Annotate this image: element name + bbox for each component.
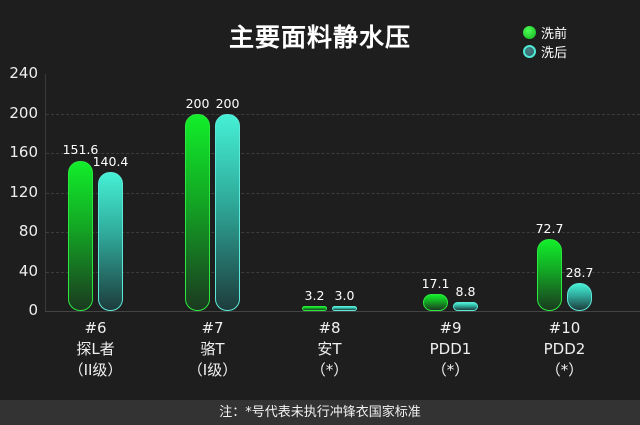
legend-dot-icon <box>523 45 536 58</box>
chart-title: 主要面料静水压 <box>228 23 411 52</box>
category-name: 骆T <box>200 340 225 358</box>
bar-before-2 <box>185 113 210 311</box>
value-label: 151.6 <box>62 142 99 158</box>
y-tick-label: 0 <box>28 301 38 319</box>
category-id: #10 <box>548 319 581 337</box>
category-label-5: #10 PDD2 （*） <box>510 318 620 381</box>
y-tick-label: 120 <box>9 182 38 201</box>
bar-after-1 <box>98 172 123 311</box>
gridline <box>46 271 640 273</box>
category-name: 探L者 <box>76 340 115 358</box>
legend-label-before: 洗前 <box>541 27 568 42</box>
footnote: 注：*号代表未执行冲锋衣国家标准 <box>0 400 640 425</box>
y-tick-label: 80 <box>18 222 38 240</box>
bar-after-2 <box>215 113 240 311</box>
y-tick-label: 160 <box>9 143 38 161</box>
y-tick-label: 240 <box>9 64 38 82</box>
y-tick-label: 40 <box>18 261 38 280</box>
bar-before-4 <box>423 294 448 311</box>
category-name: PDD1 <box>429 340 472 358</box>
value-label: 28.7 <box>565 264 594 280</box>
y-tick-label: 200 <box>9 103 38 122</box>
value-label: 17.1 <box>421 276 450 292</box>
legend-label-after: 洗后 <box>541 46 568 61</box>
category-label-4: #9 PDD1 （*） <box>396 318 506 381</box>
category-grade: （*） <box>545 361 584 379</box>
category-label-1: #6 探L者 （II级） <box>41 318 151 381</box>
legend: 洗前 洗后 <box>523 23 567 61</box>
value-label: 3.2 <box>304 288 325 303</box>
legend-dot-icon <box>523 26 536 39</box>
y-axis-line <box>45 74 46 311</box>
category-grade: （*） <box>310 361 349 379</box>
category-label-2: #7 骆T （I级） <box>158 318 268 381</box>
category-id: #8 <box>318 319 341 337</box>
category-id: #7 <box>201 319 224 337</box>
value-label: 200 <box>185 95 210 111</box>
value-label: 72.7 <box>535 221 564 237</box>
value-label: 200 <box>215 95 240 111</box>
gridline <box>46 113 640 115</box>
gridline <box>46 153 640 154</box>
category-label-3: #8 安T （*） <box>275 318 385 381</box>
bar-after-3 <box>332 306 357 311</box>
gridline <box>46 192 640 194</box>
category-grade: （II级） <box>68 361 123 379</box>
category-name: 安T <box>317 340 342 358</box>
gridline <box>46 232 640 233</box>
bar-before-5 <box>537 239 562 311</box>
legend-item-before: 洗前 <box>523 23 567 42</box>
category-grade: （*） <box>431 361 470 379</box>
value-label: 3.0 <box>334 288 355 303</box>
legend-item-after: 洗后 <box>523 42 567 61</box>
bar-after-4 <box>453 302 478 311</box>
category-name: PDD2 <box>543 340 586 358</box>
bar-before-3 <box>302 306 327 311</box>
value-label: 8.8 <box>455 284 476 300</box>
category-id: #6 <box>84 319 107 337</box>
bar-after-5 <box>567 282 592 311</box>
bar-before-1 <box>68 161 93 311</box>
category-id: #9 <box>439 319 462 337</box>
category-grade: （I级） <box>187 361 238 379</box>
x-axis-line <box>45 311 640 312</box>
value-label: 140.4 <box>92 154 129 170</box>
